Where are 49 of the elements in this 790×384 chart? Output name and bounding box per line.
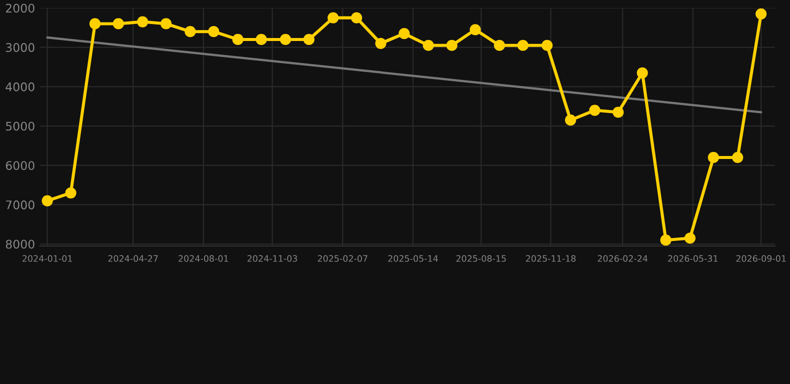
x-tick-label: 2024-08-01 <box>178 255 228 262</box>
x-tick-label: 2025-02-07 <box>318 255 368 262</box>
point <box>756 8 767 20</box>
point <box>398 28 410 40</box>
point <box>112 18 124 30</box>
x-tick-label: 2024-11-03 <box>248 255 298 262</box>
point <box>89 18 101 30</box>
point <box>42 195 53 206</box>
point <box>280 34 292 46</box>
point <box>184 26 196 38</box>
point <box>494 40 506 51</box>
point <box>589 104 600 116</box>
point <box>636 67 648 78</box>
x-tick-label: 2026-02-24 <box>598 255 648 262</box>
point <box>208 26 220 38</box>
point <box>160 18 172 30</box>
point <box>517 40 528 51</box>
y-tick-label: 6000 <box>6 161 34 170</box>
x-tick-label: 2024-04-27 <box>108 255 158 262</box>
y-tick-label: 4000 <box>6 82 34 92</box>
y-tick-label: 3000 <box>6 43 34 52</box>
point <box>137 16 148 28</box>
point <box>446 40 458 51</box>
point <box>328 12 339 24</box>
x-tick-label: 2026-05-31 <box>668 255 718 262</box>
x-tick-label: 2025-08-15 <box>456 255 506 262</box>
y-tick-label: 2000 <box>6 4 34 13</box>
x-tick-label: 2024-01-01 <box>22 255 72 262</box>
y-tick-label: 5000 <box>6 122 34 131</box>
point <box>470 24 481 36</box>
point <box>375 38 386 49</box>
point <box>684 232 696 244</box>
point <box>422 40 434 51</box>
y-tick-label: 8000 <box>6 240 34 249</box>
point <box>612 106 624 118</box>
x-tick-label: 2025-05-14 <box>388 255 438 262</box>
y-tick-label: 7000 <box>6 200 34 210</box>
x-tick-label: 2025-11-18 <box>526 255 576 262</box>
x-tick-label: 2026-09-01 <box>736 255 786 262</box>
point <box>303 34 314 46</box>
point <box>542 40 553 51</box>
point <box>65 187 76 198</box>
point <box>660 234 672 246</box>
point <box>732 152 744 164</box>
point <box>256 34 267 46</box>
point <box>708 152 719 164</box>
point <box>564 114 576 126</box>
point <box>232 34 244 46</box>
point <box>351 12 362 24</box>
